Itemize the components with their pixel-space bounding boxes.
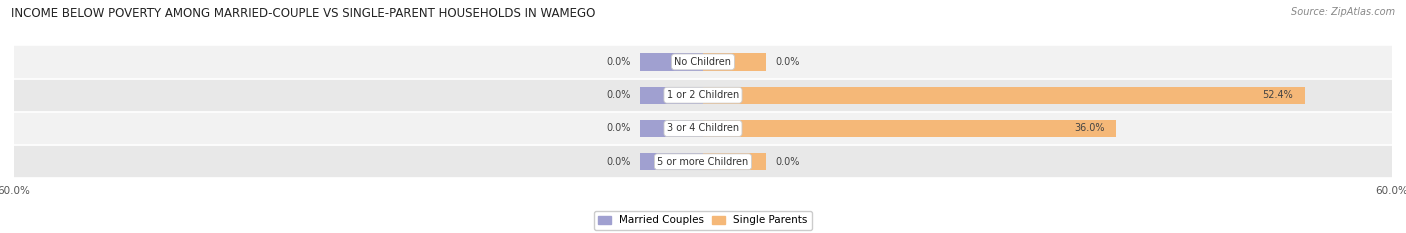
Text: INCOME BELOW POVERTY AMONG MARRIED-COUPLE VS SINGLE-PARENT HOUSEHOLDS IN WAMEGO: INCOME BELOW POVERTY AMONG MARRIED-COUPL… — [11, 7, 596, 20]
Text: 0.0%: 0.0% — [606, 157, 631, 167]
Legend: Married Couples, Single Parents: Married Couples, Single Parents — [595, 211, 811, 230]
Bar — [703, 53, 766, 71]
Bar — [640, 86, 703, 104]
Text: No Children: No Children — [675, 57, 731, 67]
Bar — [640, 153, 703, 170]
Text: Source: ZipAtlas.com: Source: ZipAtlas.com — [1291, 7, 1395, 17]
Text: 0.0%: 0.0% — [775, 157, 800, 167]
Text: 1 or 2 Children: 1 or 2 Children — [666, 90, 740, 100]
Text: 52.4%: 52.4% — [1263, 90, 1294, 100]
Bar — [703, 86, 1305, 104]
Bar — [703, 153, 766, 170]
Text: 0.0%: 0.0% — [775, 57, 800, 67]
Bar — [14, 145, 1392, 178]
Text: 3 or 4 Children: 3 or 4 Children — [666, 123, 740, 134]
Bar — [14, 79, 1392, 112]
Text: 5 or more Children: 5 or more Children — [658, 157, 748, 167]
Text: 0.0%: 0.0% — [606, 123, 631, 134]
Bar — [640, 120, 703, 137]
Text: 0.0%: 0.0% — [606, 57, 631, 67]
Bar — [640, 53, 703, 71]
Text: 36.0%: 36.0% — [1074, 123, 1105, 134]
Text: 0.0%: 0.0% — [606, 90, 631, 100]
Bar — [703, 120, 1116, 137]
Bar — [14, 45, 1392, 79]
Bar — [14, 112, 1392, 145]
